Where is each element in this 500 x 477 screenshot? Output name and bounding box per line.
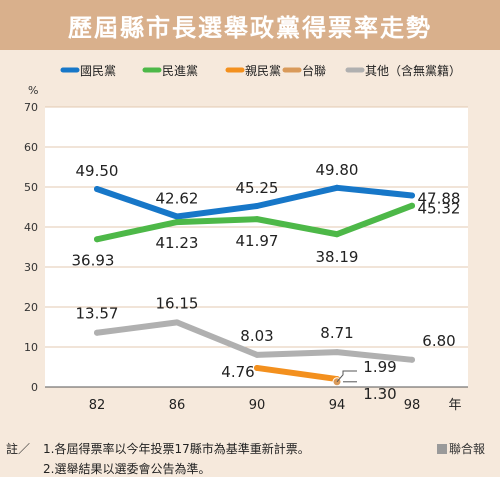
data-point: [254, 364, 260, 371]
footnote-prefix: 註／: [6, 442, 31, 456]
data-point: [94, 329, 100, 336]
data-label: 1.30: [363, 385, 396, 403]
source-credit: 聯合報: [437, 440, 485, 457]
x-tick-label: 90: [249, 398, 266, 413]
data-label: 42.62: [156, 190, 199, 208]
legend-label: 民進黨: [162, 64, 198, 78]
legend-label: 其他（含無黨籍）: [365, 63, 461, 78]
y-tick-label: 70: [24, 101, 38, 114]
data-label: 41.97: [236, 232, 279, 250]
x-tick-label: 94: [329, 398, 346, 413]
y-tick-label: 50: [24, 181, 38, 194]
y-tick-label: 10: [24, 341, 38, 354]
data-point: [254, 351, 260, 358]
legend-label: 國民黨: [80, 64, 116, 78]
footnote-1: 1.各屆得票率以今年投票17縣市為基準重新計票。: [43, 442, 310, 456]
data-label: 1.99: [363, 358, 396, 376]
x-axis-unit: 年: [448, 398, 461, 413]
data-label: 38.19: [316, 248, 359, 266]
data-label: 4.76: [221, 363, 254, 381]
data-point: [174, 213, 180, 220]
data-point: [174, 219, 180, 226]
data-point: [334, 349, 340, 356]
data-label: 8.03: [240, 327, 273, 345]
data-point: [254, 216, 260, 223]
data-point: [409, 192, 415, 199]
data-label: 45.32: [418, 200, 461, 218]
data-point: [334, 231, 340, 238]
y-tick-label: 30: [24, 261, 38, 274]
data-label: 49.80: [316, 161, 359, 179]
data-label: 36.93: [72, 251, 115, 269]
line-chart: 0 10 20 30 40 50 60 70% 82 86 90 94 98 年 國民黨 民進黨 親民黨 台聯 其他…: [24, 63, 468, 413]
annotation-leader-line: [336, 370, 357, 383]
data-point: [174, 319, 180, 326]
y-tick-label: 0: [31, 381, 38, 394]
y-tick-label: 60: [24, 141, 38, 154]
title-bar: 歷屆縣市長選舉政黨得票率走勢: [0, 0, 500, 50]
y-tick-label: 20: [24, 301, 38, 314]
data-label: 47.88: [418, 189, 461, 207]
legend-label: 台聯: [302, 63, 326, 78]
chart-title: 歷屆縣市長選舉政黨得票率走勢: [68, 13, 432, 42]
x-tick-label: 86: [169, 398, 186, 413]
data-point: [254, 203, 260, 209]
x-tick-label: 82: [89, 398, 106, 413]
data-point: [94, 236, 100, 243]
data-label: 45.25: [236, 179, 279, 197]
data-label: 6.80: [422, 332, 455, 350]
y-axis-unit: %: [28, 84, 38, 97]
data-label: 8.71: [320, 324, 353, 342]
data-point: [409, 202, 415, 209]
data-point: [94, 186, 100, 192]
series-line: [254, 364, 340, 383]
x-tick-label: 98: [404, 398, 421, 413]
data-label: 41.23: [156, 234, 199, 252]
plot-area: [45, 107, 468, 387]
source-label: 聯合報: [449, 442, 486, 456]
data-point: [409, 356, 415, 363]
data-point: [334, 184, 340, 191]
legend-label: 親民黨: [245, 64, 281, 78]
data-label: 49.50: [76, 162, 119, 180]
data-label: 16.15: [156, 294, 199, 312]
y-tick-label: 40: [24, 221, 38, 234]
data-label: 13.57: [76, 305, 119, 323]
source-square-icon: [437, 443, 447, 454]
footnote-2: 2.選舉結果以選委會公告為準。: [43, 462, 211, 476]
